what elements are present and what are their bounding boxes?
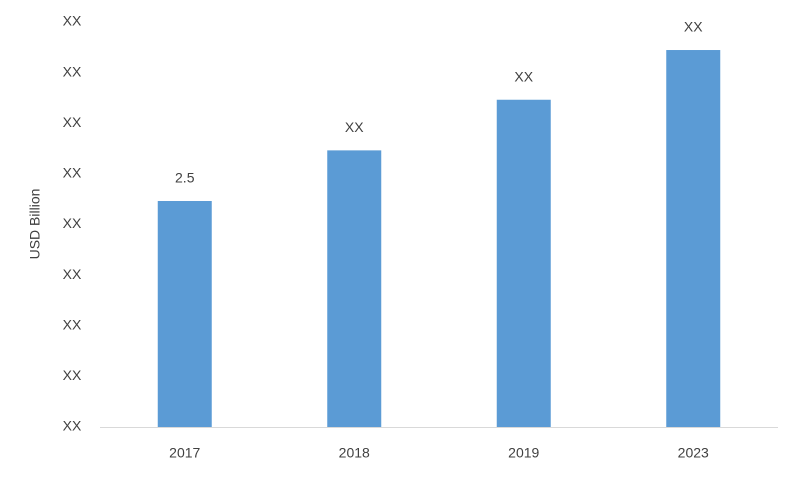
y-tick-label: XX: [63, 13, 82, 29]
y-tick-label: XX: [63, 165, 82, 181]
x-tick-label: 2019: [508, 445, 539, 461]
data-label: 2.5: [175, 170, 195, 186]
y-tick-label: XX: [63, 418, 82, 434]
bar: [666, 50, 721, 427]
x-tick-label: 2023: [678, 445, 709, 461]
bar: [327, 150, 382, 427]
y-tick-label: XX: [63, 215, 82, 231]
y-tick-label: XX: [63, 316, 82, 332]
y-tick-label: XX: [63, 114, 82, 130]
bar: [496, 99, 551, 427]
x-tick-label: 2017: [169, 445, 200, 461]
x-tick-label: 2018: [339, 445, 370, 461]
y-tick-label: XX: [63, 63, 82, 79]
y-tick-label: XX: [63, 367, 82, 383]
y-tick-label: XX: [63, 266, 82, 282]
bar: [157, 200, 212, 427]
y-axis-label: USD Billion: [27, 189, 43, 260]
data-label: XX: [345, 119, 364, 135]
data-label: XX: [684, 19, 703, 35]
data-label: XX: [514, 68, 533, 84]
